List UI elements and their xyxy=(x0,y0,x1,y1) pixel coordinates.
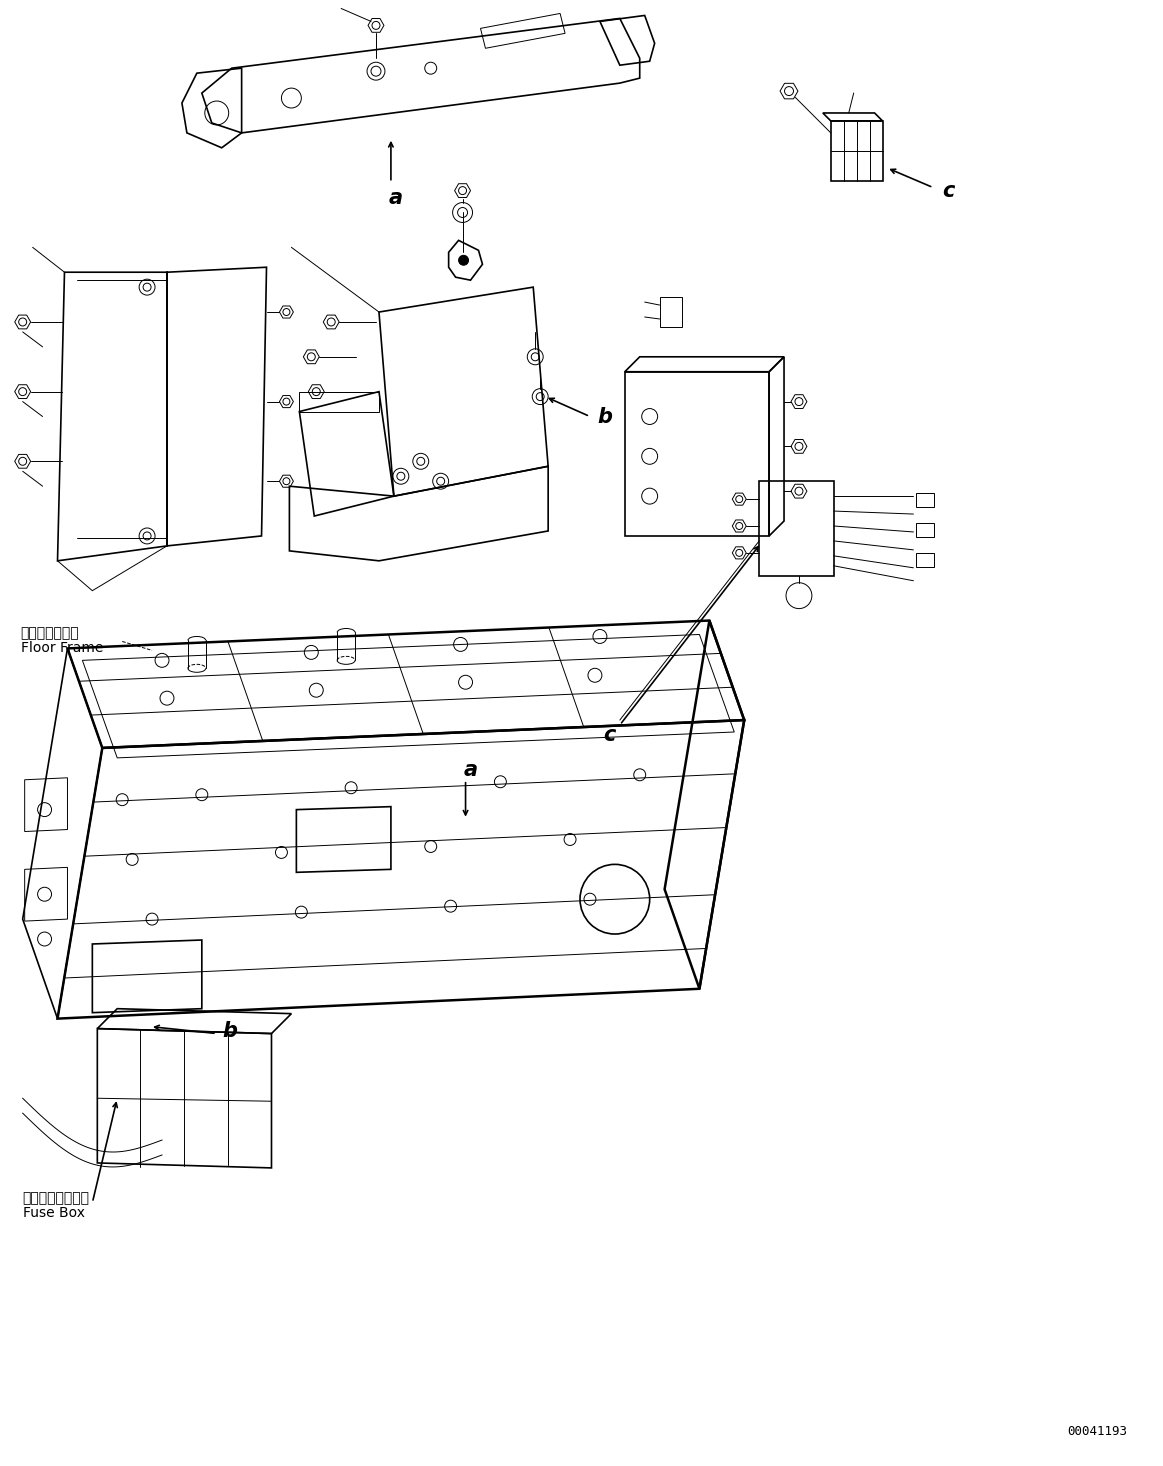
Text: a: a xyxy=(388,188,402,208)
Bar xyxy=(625,372,769,537)
Text: Floor Frame: Floor Frame xyxy=(21,642,104,655)
Text: b: b xyxy=(598,406,613,427)
Bar xyxy=(659,298,682,327)
Bar xyxy=(830,120,883,180)
Bar xyxy=(916,553,934,567)
Text: a: a xyxy=(464,759,478,780)
Text: b: b xyxy=(222,1020,237,1041)
Text: Fuse Box: Fuse Box xyxy=(23,1205,85,1220)
Text: フロアフレーム: フロアフレーム xyxy=(21,626,79,641)
Text: 00041193: 00041193 xyxy=(1068,1425,1127,1438)
Text: c: c xyxy=(942,180,955,201)
Bar xyxy=(759,481,834,576)
Circle shape xyxy=(458,255,469,265)
Text: c: c xyxy=(604,726,616,745)
Text: フューズボックス: フューズボックス xyxy=(23,1190,90,1205)
Bar xyxy=(916,493,934,507)
Bar xyxy=(916,523,934,537)
